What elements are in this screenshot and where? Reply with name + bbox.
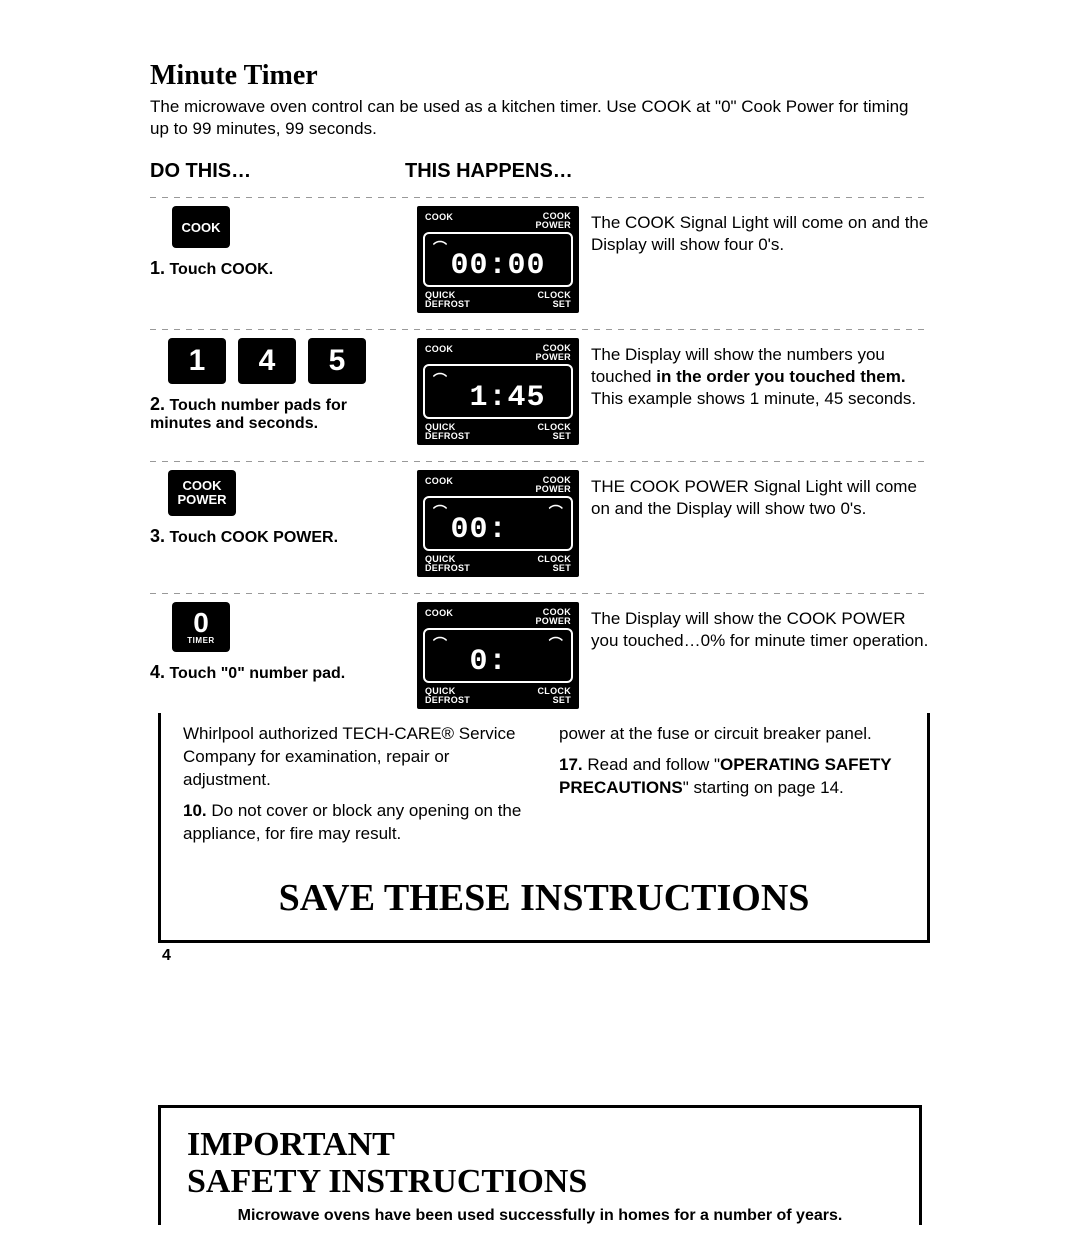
divider xyxy=(150,593,930,594)
step-result: THE COOK POWER Signal Light will come on… xyxy=(577,470,930,520)
indicator-left: ⌒ xyxy=(433,634,447,646)
label-cook: COOK xyxy=(425,344,453,362)
frag-right-17-post: " starting on page 14. xyxy=(683,778,844,797)
label-cook: COOK xyxy=(425,608,453,626)
label-clock-set: CLOCK SET xyxy=(538,555,572,573)
step-row: 145 2. Touch number pads for minutes and… xyxy=(150,332,930,445)
indicator-right: ⌒ xyxy=(549,502,563,514)
divider xyxy=(150,197,930,198)
keypad-5-button[interactable]: 5 xyxy=(308,338,366,384)
indicator-right: ⌒ xyxy=(549,634,563,646)
page-number: 4 xyxy=(162,947,930,965)
safety-box-fragment: Whirlpool authorized TECH-CARE® Service … xyxy=(158,713,930,943)
keypad-1-button[interactable]: 1 xyxy=(168,338,226,384)
lcd-digits: 00:00 xyxy=(429,250,567,283)
label-cook-power: COOK POWER xyxy=(535,608,571,626)
label-clock-set: CLOCK SET xyxy=(538,291,572,309)
step-result: The COOK Signal Light will come on and t… xyxy=(577,206,930,256)
section-title: Minute Timer xyxy=(150,60,930,92)
label-cook-power: COOK POWER xyxy=(535,476,571,494)
step-row: COOKPOWER 3. Touch COOK POWER. COOK COOK… xyxy=(150,464,930,577)
step-caption: 1. Touch COOK. xyxy=(150,258,405,279)
step-caption: 3. Touch COOK POWER. xyxy=(150,526,405,547)
frag-left-partial: Whirlpool authorized TECH-CARE® Service … xyxy=(183,724,516,789)
label-quick-defrost: QUICK DEFROST xyxy=(425,423,470,441)
frag-right-partial: power at the fuse or circuit breaker pan… xyxy=(559,724,872,743)
intro-text: The microwave oven control can be used a… xyxy=(150,96,930,140)
step-row: COOK 1. Touch COOK. COOK COOK POWER ⌒ 00… xyxy=(150,200,930,313)
microwave-display: COOK COOK POWER ⌒ 00:00 QUICK DEFROST CL… xyxy=(417,206,579,313)
indicator-left: ⌒ xyxy=(433,238,447,250)
frag-right-17-num: 17. xyxy=(559,755,583,774)
label-cook: COOK xyxy=(425,476,453,494)
important-heading: IMPORTANT SAFETY INSTRUCTIONS xyxy=(187,1126,893,1201)
step-caption: 4. Touch "0" number pad. xyxy=(150,662,405,683)
divider xyxy=(150,329,930,330)
lcd-digits: 00: xyxy=(429,514,567,547)
lcd-digits: 0: xyxy=(429,646,567,679)
cook-power-button[interactable]: COOKPOWER xyxy=(168,470,236,516)
col-header-happens: THIS HAPPENS… xyxy=(405,160,585,183)
label-clock-set: CLOCK SET xyxy=(538,687,572,705)
label-quick-defrost: QUICK DEFROST xyxy=(425,687,470,705)
keypad-0-timer-button[interactable]: 0TIMER xyxy=(172,602,230,652)
frag-left-10-num: 10. xyxy=(183,801,207,820)
save-instructions: SAVE THESE INSTRUCTIONS xyxy=(183,876,905,920)
keypad-4-button[interactable]: 4 xyxy=(238,338,296,384)
cook-button[interactable]: COOK xyxy=(172,206,230,248)
divider xyxy=(150,461,930,462)
label-clock-set: CLOCK SET xyxy=(538,423,572,441)
step-result: The Display will show the numbers you to… xyxy=(577,338,930,410)
microwave-display: COOK COOK POWER ⌒ ⌒ 0: QUICK DEFROST CLO… xyxy=(417,602,579,709)
indicator-left: ⌒ xyxy=(433,370,447,382)
label-cook-power: COOK POWER xyxy=(535,344,571,362)
label-cook-power: COOK POWER xyxy=(535,212,571,230)
step-result: The Display will show the COOK POWER you… xyxy=(577,602,930,652)
microwave-display: COOK COOK POWER ⌒ ⌒ 00: QUICK DEFROST CL… xyxy=(417,470,579,577)
important-blurb: Microwave ovens have been used successfu… xyxy=(187,1207,893,1225)
label-quick-defrost: QUICK DEFROST xyxy=(425,291,470,309)
step-row: 0TIMER 4. Touch "0" number pad. COOK COO… xyxy=(150,596,930,709)
frag-left-10: Do not cover or block any opening on the… xyxy=(183,801,521,843)
label-cook: COOK xyxy=(425,212,453,230)
col-header-do: DO THIS… xyxy=(150,160,405,183)
safety-box-lower: IMPORTANT SAFETY INSTRUCTIONS Microwave … xyxy=(158,1105,922,1225)
label-quick-defrost: QUICK DEFROST xyxy=(425,555,470,573)
lcd-digits: 1:45 xyxy=(429,382,567,415)
frag-right-17-pre: Read and follow " xyxy=(583,755,720,774)
indicator-left: ⌒ xyxy=(433,502,447,514)
step-caption: 2. Touch number pads for minutes and sec… xyxy=(150,394,405,433)
microwave-display: COOK COOK POWER ⌒ 1:45 QUICK DEFROST CLO… xyxy=(417,338,579,445)
